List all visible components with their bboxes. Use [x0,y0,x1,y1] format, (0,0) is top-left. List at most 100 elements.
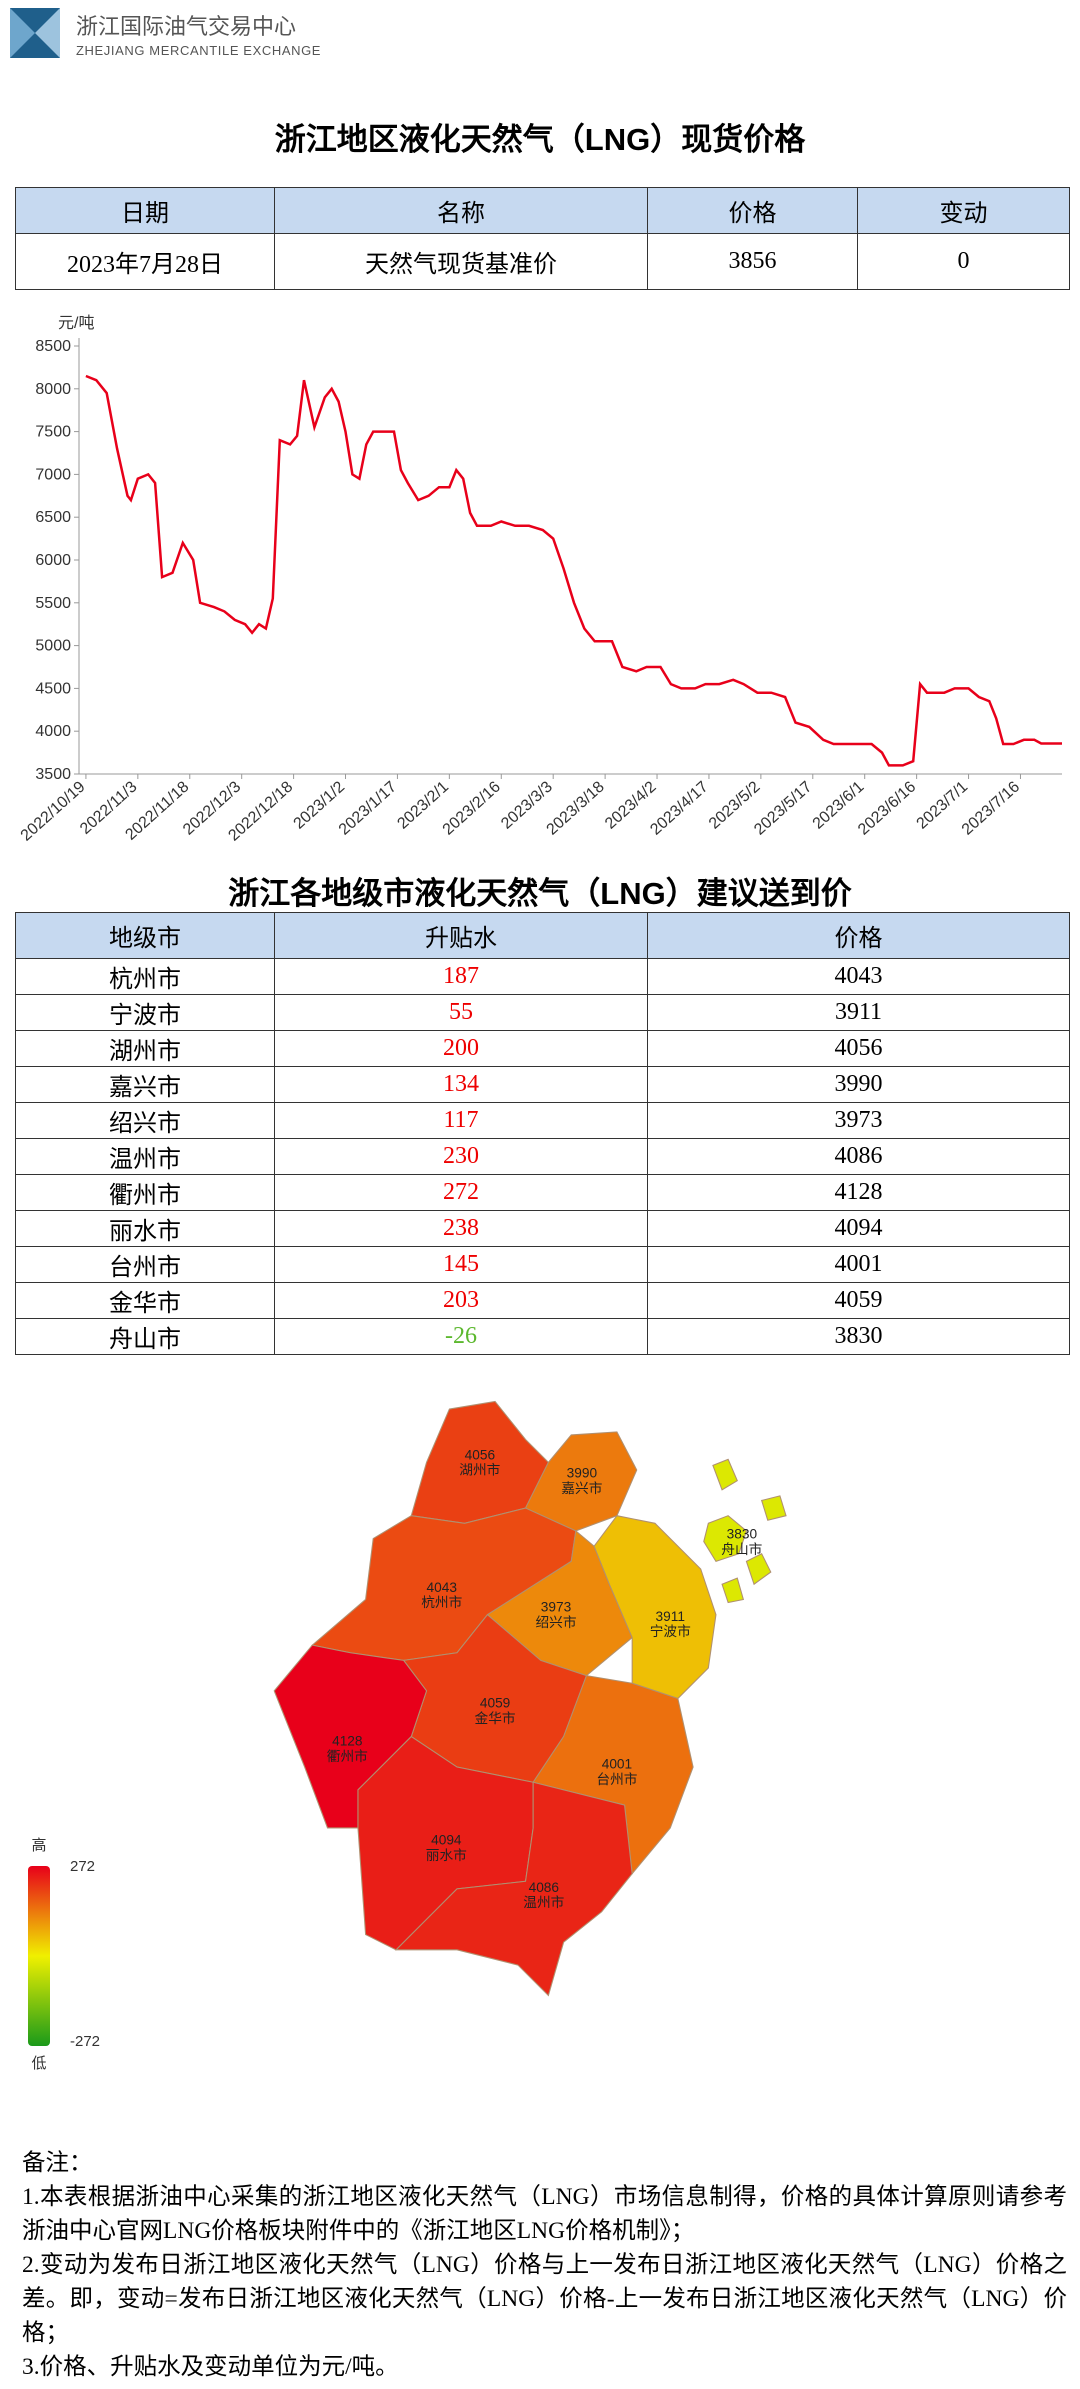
notes-title: 备注： [22,2150,93,2176]
map-city: 嘉兴市 [561,1480,602,1496]
region [745,1553,772,1586]
map-city: 丽水市 [426,1847,467,1863]
notes: 备注： 1.本表根据浙油中心采集的浙江地区液化天然气（LNG）市场信息制得，价格… [22,2146,1067,2384]
cell: 丽水市 [15,1210,275,1247]
row: 台州市 145 4001 [15,1246,1070,1283]
cell: 绍兴市 [15,1102,275,1139]
cell: 4043 [647,958,1070,995]
column-header: 升贴水 [274,912,648,959]
y-tick-label: 6000 [35,552,71,569]
row: 衢州市 272 4128 [15,1174,1070,1211]
cell: 3856 [647,233,858,290]
cell: 杭州市 [15,958,275,995]
x-tick-label: 2023/3/18 [544,778,608,838]
map-city: 杭州市 [421,1594,462,1610]
cell: 4094 [647,1210,1070,1247]
map-price: 3990 [567,1466,598,1481]
x-tick-label: 2023/5/17 [751,778,815,838]
y-tick-label: 5500 [35,595,71,612]
cell: 台州市 [15,1246,275,1283]
column-header: 名称 [274,187,648,234]
cell: 203 [274,1282,648,1319]
x-tick-label: 2023/1/17 [336,778,400,838]
map-price: 3830 [727,1527,758,1542]
y-tick-label: 6500 [35,509,71,526]
cell: 天然气现货基准价 [274,233,648,290]
column-header: 日期 [15,187,275,234]
map-city: 台州市 [596,1771,637,1787]
legend-high: 高 [31,1837,46,1854]
y-tick-label: 4000 [35,723,71,740]
logo-icon-part [35,8,60,58]
cell: 3990 [647,1066,1070,1103]
y-axis-label: 元/吨 [58,314,94,332]
row: 嘉兴市 134 3990 [15,1066,1070,1103]
cell: 金华市 [15,1282,275,1319]
price-table: 日期 名称 价格 变动 2023年7月28日 天然气现货基准价 3856 0 [15,187,1070,290]
row: 舟山市 -26 3830 [15,1318,1070,1355]
cell: -26 [274,1318,648,1355]
cell: 舟山市 [15,1318,275,1355]
map-price: 4043 [427,1580,458,1595]
row: 宁波市 55 3911 [15,994,1070,1031]
map-city: 温州市 [523,1894,564,1910]
y-tick-label: 7000 [35,466,71,483]
x-tick-label: 2023/4/17 [647,778,711,838]
cell: 238 [274,1210,648,1247]
cell: 嘉兴市 [15,1066,275,1103]
column-header: 价格 [647,187,858,234]
note-item: 2.变动为发布日浙江地区液化天然气（LNG）价格与上一发布日浙江地区液化天然气（… [22,2252,1067,2346]
header-row: 地级市 升贴水 价格 [15,912,1070,959]
cell: 衢州市 [15,1174,275,1211]
map-price: 4128 [332,1734,363,1749]
row: 金华市 203 4059 [15,1282,1070,1319]
note-item: 1.本表根据浙油中心采集的浙江地区液化天然气（LNG）市场信息制得，价格的具体计… [22,2184,1067,2244]
map-city: 湖州市 [459,1462,500,1478]
legend-min: -272 [70,2033,100,2050]
cell: 4086 [647,1138,1070,1175]
note-item: 3.价格、升贴水及变动单位为元/吨。 [22,2354,399,2380]
logo-icon-part [10,8,35,58]
header-row: 日期 名称 价格 变动 [15,187,1070,234]
legend: 高 272 -272 低 [28,1837,100,2072]
cell: 134 [274,1066,648,1103]
map-price: 4086 [529,1880,560,1895]
row: 绍兴市 117 3973 [15,1102,1070,1139]
logo-text: 浙江国际油气交易中心 [76,14,296,39]
cell: 200 [274,1030,648,1067]
section-title: 浙江各地级市液化天然气（LNG）建议送到价 [228,876,852,911]
y-tick-label: 8500 [35,338,71,355]
map-price: 3911 [656,1609,685,1624]
cell: 0 [857,233,1070,290]
column-header: 变动 [857,187,1070,234]
line-chart: 元/吨 3500 4000 4500 5000 5500 6000 6500 7000 7500 8… [18,314,1062,845]
logo-text-en: ZHEJIANG MERCANTILE EXCHANGE [76,43,321,58]
x-tick-label: 2023/7/16 [959,778,1023,838]
cell: 宁波市 [15,994,275,1031]
region [394,1781,633,1997]
y-tick-label: 4500 [35,680,71,697]
map-price: 3973 [541,1600,572,1615]
row: 杭州市 187 4043 [15,958,1070,995]
x-tick-label: 2023/2/16 [440,778,504,838]
region [703,1515,748,1563]
cell: 3911 [647,994,1070,1031]
map-price: 4094 [431,1833,462,1848]
x-tick-label: 2022/10/19 [18,778,89,844]
region [712,1458,738,1491]
map-city: 舟山市 [721,1541,762,1557]
cell: 3830 [647,1318,1070,1355]
line [85,374,1062,767]
map-price: 4056 [465,1447,496,1462]
map-price: 4059 [480,1696,510,1711]
cell: 145 [274,1246,648,1283]
y-tick-label: 5000 [35,638,71,655]
cell: 187 [274,958,648,995]
cell: 湖州市 [15,1030,275,1067]
cell: 4056 [647,1030,1070,1067]
cell: 3973 [647,1102,1070,1139]
y-tick-label: 7500 [35,424,71,441]
cell: 4001 [647,1246,1070,1283]
